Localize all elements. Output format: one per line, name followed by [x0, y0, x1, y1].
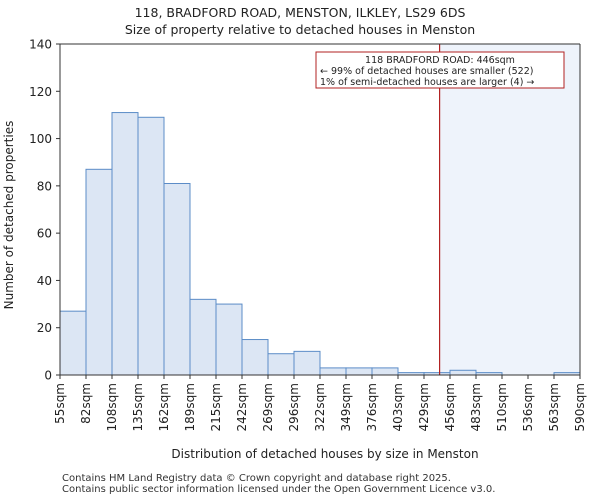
y-tick-label: 140 [29, 38, 52, 52]
y-tick-label: 60 [37, 227, 52, 241]
x-tick-label: 349sqm [339, 383, 353, 431]
x-tick-label: 590sqm [573, 383, 587, 431]
x-tick-label: 296sqm [287, 383, 301, 431]
histogram-bar [215, 303, 243, 376]
x-tick-label: 82sqm [79, 383, 93, 424]
chart-title-line2: Size of property relative to detached ho… [124, 22, 476, 37]
annotation-line: 118 BRADFORD ROAD: 446sqm [365, 55, 515, 66]
histogram-bar [111, 112, 139, 376]
y-tick-label: 100 [29, 132, 52, 146]
x-axis-label: Distribution of detached houses by size … [171, 447, 478, 461]
histogram-bar [371, 367, 399, 376]
y-tick-label: 120 [29, 85, 52, 99]
y-tick-label: 80 [37, 179, 52, 193]
x-tick-label: 269sqm [261, 383, 275, 431]
x-tick-label: 135sqm [131, 383, 145, 431]
x-tick-label: 563sqm [547, 383, 561, 431]
x-tick-label: 189sqm [183, 383, 197, 431]
footer: Contains HM Land Registry data © Crown c… [62, 473, 495, 495]
histogram-bar [137, 116, 165, 376]
x-tick-label: 510sqm [495, 383, 509, 431]
histogram-bar [345, 367, 373, 376]
histogram-bar [59, 310, 87, 376]
highlight-region [439, 44, 580, 375]
histogram-bar [267, 353, 295, 376]
annotation-box [315, 51, 565, 89]
histogram-bar [163, 182, 191, 376]
y-tick-label: 0 [44, 369, 52, 383]
histogram-bar [449, 369, 477, 376]
x-tick-label: 483sqm [469, 383, 483, 431]
histogram-bar [85, 168, 113, 376]
x-tick-label: 403sqm [391, 383, 405, 431]
x-tick-label: 55sqm [53, 383, 67, 424]
x-tick-label: 536sqm [521, 383, 535, 431]
histogram-bar [293, 350, 321, 376]
y-axis-label: Number of detached properties [2, 121, 16, 310]
y-tick-label: 20 [37, 321, 52, 335]
annotation-line: ← 99% of detached houses are smaller (52… [320, 66, 533, 77]
annotation-line: 1% of semi-detached houses are larger (4… [320, 77, 534, 88]
x-tick-label: 456sqm [443, 383, 457, 431]
x-tick-label: 215sqm [209, 383, 223, 431]
x-tick-label: 322sqm [313, 383, 327, 431]
x-tick-label: 429sqm [417, 383, 431, 431]
footer-line2: Contains public sector information licen… [62, 484, 496, 495]
x-tick-label: 108sqm [105, 383, 119, 431]
histogram-bar [319, 367, 347, 376]
chart-title-line1: 118, BRADFORD ROAD, MENSTON, ILKLEY, LS2… [134, 5, 466, 20]
y-tick-label: 40 [37, 274, 52, 288]
footer-line1: Contains HM Land Registry data © Crown c… [62, 473, 451, 484]
x-tick-label: 242sqm [235, 383, 249, 431]
x-tick-label: 376sqm [365, 383, 379, 431]
histogram-bar [241, 339, 269, 376]
histogram-bar [189, 298, 217, 376]
x-tick-label: 162sqm [157, 383, 171, 431]
